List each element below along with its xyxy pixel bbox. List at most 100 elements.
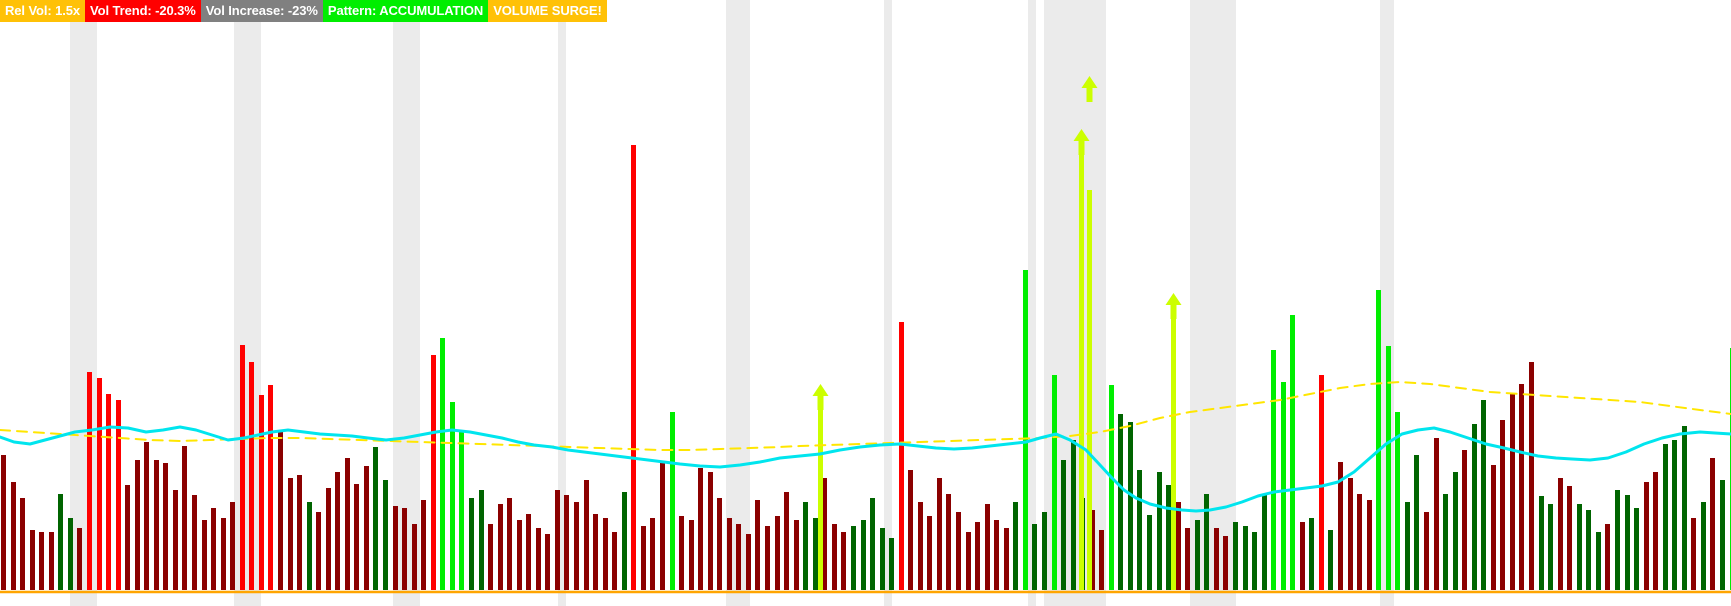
volume-bar (135, 460, 140, 590)
up-arrow-icon (812, 384, 829, 410)
volume-bar (1271, 350, 1276, 590)
volume-bar (841, 532, 846, 590)
volume-bar (526, 514, 531, 590)
volume-bar (77, 528, 82, 590)
volume-bar (211, 508, 216, 590)
volume-bar (1109, 385, 1114, 590)
volume-bar (1204, 494, 1209, 590)
volume-bar (1243, 526, 1248, 590)
volume-bar (660, 462, 665, 590)
volume-bar (268, 385, 273, 590)
highlight-band (234, 0, 261, 606)
up-arrow-icon (1081, 76, 1098, 102)
volume-bar (1414, 455, 1419, 590)
volume-bar (1625, 495, 1630, 590)
volume-bar (908, 470, 913, 590)
volume-bar (1434, 438, 1439, 590)
volume-bar (1596, 532, 1601, 590)
volume-bar (469, 498, 474, 590)
volume-bar (249, 362, 254, 590)
volume-bar (670, 412, 675, 590)
volume-bar (1004, 528, 1009, 590)
volume-bar (278, 430, 283, 590)
volume-bar (1309, 518, 1314, 590)
volume-bar (1634, 508, 1639, 590)
volume-bar (765, 526, 770, 590)
volume-bar (727, 518, 732, 590)
volume-bar (479, 490, 484, 590)
volume-bar (1376, 290, 1381, 590)
volume-bar (1052, 375, 1057, 590)
volume-bar (87, 372, 92, 590)
volume-bar (20, 498, 25, 590)
volume-bar (851, 526, 856, 590)
volume-bar (163, 463, 168, 590)
volume-bar (507, 498, 512, 590)
volume-bar (412, 524, 417, 590)
volume-bar (994, 520, 999, 590)
volume-bar (880, 528, 885, 590)
volume-bar (1472, 424, 1477, 590)
volume-bar (1510, 394, 1515, 590)
volume-bar (1615, 490, 1620, 590)
volume-bar (956, 512, 961, 590)
volume-bar (775, 516, 780, 590)
volume-bar (622, 492, 627, 590)
volume-bar (230, 502, 235, 590)
volume-bar (899, 322, 904, 590)
volume-bar (202, 520, 207, 590)
volume-bar (39, 532, 44, 590)
volume-bar (736, 524, 741, 590)
volume-bar (498, 504, 503, 590)
volume-bar (517, 520, 522, 590)
volume-bar (421, 500, 426, 590)
volume-bar (794, 520, 799, 590)
volume-bar (1090, 510, 1095, 590)
volume-bar (870, 498, 875, 590)
vol-trend-badge: Vol Trend: -20.3% (85, 0, 201, 22)
volume-bar (1214, 528, 1219, 590)
up-arrow-icon (1073, 129, 1090, 155)
volume-bar (297, 475, 302, 590)
volume-bar (459, 430, 464, 590)
volume-bar (1586, 510, 1591, 590)
volume-bar (555, 490, 560, 590)
volume-bar (1682, 426, 1687, 590)
volume-bar (259, 395, 264, 590)
volume-bar (927, 516, 932, 590)
volume-bar (1071, 440, 1076, 590)
volume-bar (49, 532, 54, 590)
volume-bar (1328, 530, 1333, 590)
volume-bar (1367, 500, 1372, 590)
highlight-band (558, 0, 566, 606)
volume-bar (584, 480, 589, 590)
volume-bar (1567, 486, 1572, 590)
volume-bar (1023, 270, 1028, 590)
volume-bar (116, 400, 121, 590)
volume-bar (106, 394, 111, 590)
volume-bar (1348, 478, 1353, 590)
volume-bar (1548, 504, 1553, 590)
volume-bar (30, 530, 35, 590)
volume-bar (1300, 522, 1305, 590)
volume-bar (1061, 460, 1066, 590)
volume-bar (574, 502, 579, 590)
volume-bar (985, 504, 990, 590)
volume-bar (1137, 470, 1142, 590)
volume-bar (593, 514, 598, 590)
volume-bar (154, 460, 159, 590)
volume-bar (1223, 536, 1228, 590)
volume-bar (1558, 478, 1563, 590)
volume-bar (832, 524, 837, 590)
volume-bar (946, 494, 951, 590)
volume-bar (1453, 472, 1458, 590)
volume-bar (708, 472, 713, 590)
volume-bar (689, 520, 694, 590)
volume-bar (1500, 420, 1505, 590)
volume-bar (918, 502, 923, 590)
volume-bar (755, 500, 760, 590)
volume-bar (373, 447, 378, 590)
